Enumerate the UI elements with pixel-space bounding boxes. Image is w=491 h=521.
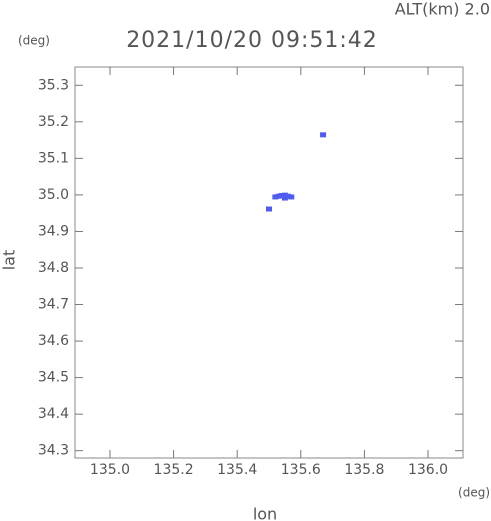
y-tick-label: 35.3 bbox=[38, 77, 69, 93]
x-tick-label: 135.8 bbox=[344, 462, 384, 478]
y-tick-label: 34.6 bbox=[38, 333, 69, 349]
echo-point bbox=[272, 194, 279, 200]
y-axis-label: lat bbox=[0, 250, 19, 271]
y-tick-label: 34.5 bbox=[38, 370, 69, 386]
y-tick-label: 35.2 bbox=[38, 114, 69, 130]
x-axis-label: lon bbox=[253, 505, 277, 521]
y-tick-label: 35.1 bbox=[38, 150, 69, 166]
echo-point bbox=[266, 206, 272, 212]
plot-frame bbox=[74, 66, 464, 459]
echo-point bbox=[281, 195, 288, 201]
x-tick-label: 136.0 bbox=[408, 462, 448, 478]
echo-point bbox=[278, 192, 285, 198]
y-tick-label: 34.9 bbox=[38, 223, 69, 239]
altitude: ALT(km) 2.0 bbox=[395, 0, 490, 19]
echo-point bbox=[281, 192, 288, 198]
chart-title: 2021/10/20 09:51:42 bbox=[126, 28, 378, 53]
x-tick-label: 135.0 bbox=[90, 462, 130, 478]
y-tick-label: 34.3 bbox=[38, 443, 69, 459]
y-unit: (deg) bbox=[18, 34, 50, 48]
x-tick-label: 135.4 bbox=[217, 462, 257, 478]
x-unit: (deg) bbox=[458, 486, 490, 500]
y-tick-label: 34.7 bbox=[38, 297, 69, 313]
y-tick-label: 34.8 bbox=[38, 260, 69, 276]
x-tick-label: 135.2 bbox=[154, 462, 194, 478]
x-tick-label: 135.6 bbox=[281, 462, 321, 478]
y-tick-label: 34.4 bbox=[38, 406, 69, 422]
echo-point bbox=[275, 193, 282, 199]
echo-point bbox=[285, 193, 292, 199]
echo-point bbox=[288, 194, 295, 200]
echo-point bbox=[320, 132, 327, 138]
y-tick-label: 35.0 bbox=[38, 187, 69, 203]
